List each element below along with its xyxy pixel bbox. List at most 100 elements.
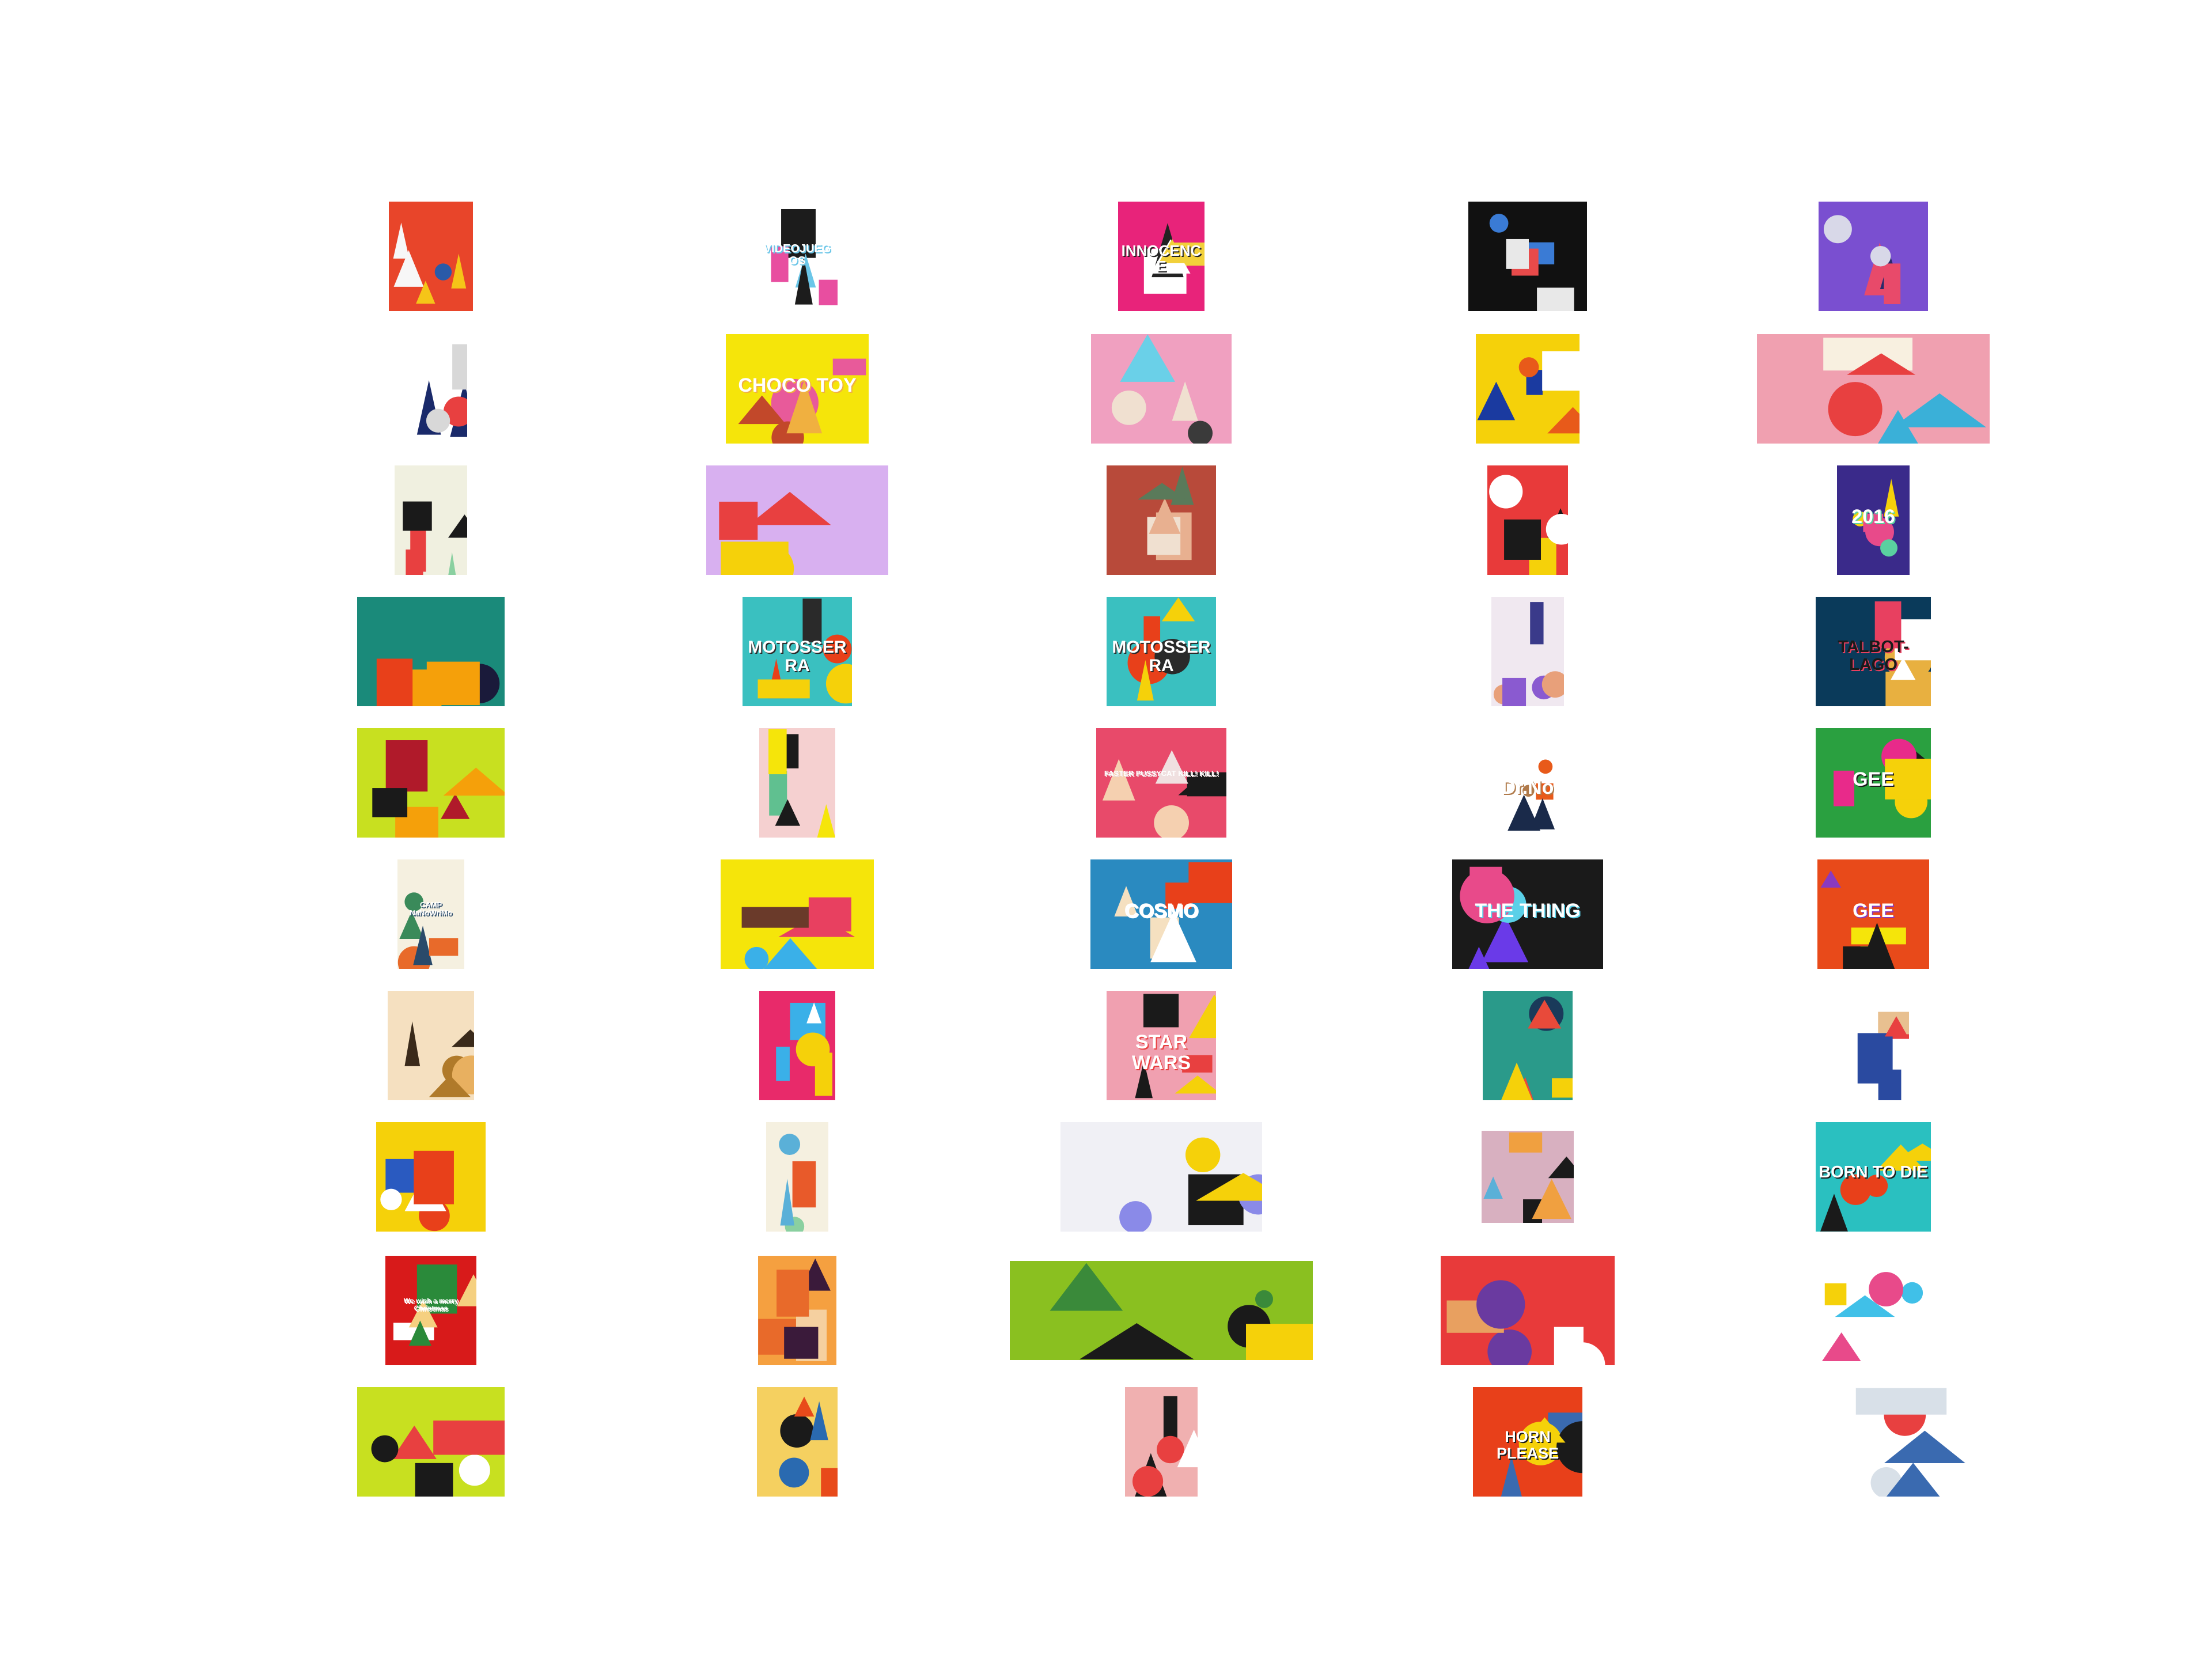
thumbnail-artwork	[1816, 1122, 1931, 1232]
thumbnail-artwork	[1494, 743, 1561, 835]
gallery-thumbnail[interactable]	[357, 1387, 505, 1497]
gallery-thumbnail[interactable]	[1468, 202, 1587, 311]
thumbnail-title: INNOCENCE	[1121, 242, 1202, 275]
thumbnail-artwork	[757, 1387, 838, 1497]
thumbnail-artwork	[1125, 1387, 1198, 1497]
thumbnail-artwork	[1837, 465, 1910, 575]
gallery-thumbnail[interactable]: We wish a merry Christmas	[385, 1256, 476, 1365]
gallery-thumbnail[interactable]	[1476, 334, 1580, 444]
gallery-thumbnail[interactable]	[1091, 334, 1232, 444]
thumbnail-artwork	[1838, 991, 1909, 1100]
gallery-thumbnail[interactable]	[395, 465, 467, 575]
thumbnail-title: MOTOSSERRA	[1112, 638, 1211, 675]
gallery-thumbnail[interactable]	[721, 859, 874, 969]
thumbnail-artwork	[766, 1122, 828, 1232]
gallery-thumbnail[interactable]	[1757, 334, 1990, 444]
gallery-thumbnail[interactable]	[1482, 1131, 1574, 1223]
thumbnail-artwork	[758, 1256, 836, 1365]
gallery-thumbnail[interactable]	[1777, 1387, 1969, 1497]
thumbnail-artwork	[376, 1122, 486, 1232]
gallery-thumbnail[interactable]	[388, 991, 474, 1100]
thumbnail-title: COSMO	[1124, 900, 1199, 922]
thumbnail-artwork	[1816, 597, 1931, 706]
thumbnail-artwork	[1010, 1261, 1313, 1360]
gallery-thumbnail[interactable]: MOTOSSERRA	[743, 597, 852, 706]
thumbnail-artwork	[357, 1387, 505, 1497]
gallery-thumbnail[interactable]: VIDEOJUEGOS	[757, 202, 838, 311]
thumbnail-artwork	[1118, 202, 1205, 311]
gallery-thumbnail[interactable]: FASTER PUSSYCAT KILL! KILL!	[1096, 728, 1226, 838]
thumbnail-title: TALBOT-LAGO	[1838, 638, 1909, 674]
thumbnail-title: GEE	[1853, 768, 1894, 791]
thumbnail-artwork	[726, 334, 869, 444]
gallery-thumbnail[interactable]	[389, 202, 473, 311]
gallery-thumbnail[interactable]: COSMO	[1090, 859, 1232, 969]
gallery-thumbnail[interactable]	[759, 991, 835, 1100]
thumbnail-artwork	[759, 991, 835, 1100]
thumbnail-title: HORN PLEASE	[1496, 1428, 1559, 1462]
thumbnail-artwork	[1107, 597, 1216, 706]
thumbnail-artwork	[1491, 597, 1564, 706]
thumbnail-artwork	[1487, 465, 1568, 575]
gallery-thumbnail[interactable]	[357, 728, 505, 838]
gallery-thumbnail[interactable]	[759, 728, 835, 838]
thumbnail-artwork	[1777, 1387, 1969, 1497]
gallery-thumbnail[interactable]	[1125, 1387, 1198, 1497]
thumbnail-artwork	[1091, 334, 1232, 444]
thumbnail-artwork	[1090, 859, 1232, 969]
thumbnail-artwork	[1817, 859, 1929, 969]
gallery-thumbnail[interactable]	[1838, 991, 1909, 1100]
thumbnail-artwork	[1452, 859, 1603, 969]
gallery-thumbnail[interactable]	[1107, 465, 1216, 575]
gallery-thumbnail[interactable]	[1010, 1261, 1313, 1360]
thumbnail-artwork	[1468, 202, 1587, 311]
gallery-thumbnail[interactable]	[706, 465, 888, 575]
gallery-thumbnail[interactable]: BORN TO DIE	[1816, 1122, 1931, 1232]
thumbnail-artwork	[1482, 1131, 1574, 1223]
thumbnail-title: MOTOSSERRA	[748, 638, 847, 675]
gallery-thumbnail[interactable]	[1491, 597, 1564, 706]
thumbnail-artwork	[1811, 1267, 1936, 1365]
gallery-thumbnail[interactable]	[1060, 1122, 1262, 1232]
gallery-thumbnail[interactable]	[1441, 1256, 1615, 1365]
gallery-thumbnail[interactable]	[1483, 991, 1573, 1100]
thumbnail-title: THE THING	[1475, 900, 1581, 922]
gallery-thumbnail[interactable]: GEE	[1817, 859, 1929, 969]
gallery-thumbnail[interactable]: CHOCO TOY	[726, 334, 869, 444]
gallery-thumbnail[interactable]: GEE	[1816, 728, 1931, 838]
gallery-thumbnail[interactable]	[376, 1122, 486, 1232]
thumbnail-artwork	[757, 202, 838, 311]
thumbnail-artwork	[357, 597, 505, 706]
thumbnail-artwork	[1096, 728, 1226, 838]
thumbnail-artwork	[743, 597, 852, 706]
gallery-thumbnail[interactable]	[766, 1122, 828, 1232]
thumbnail-artwork	[1107, 465, 1216, 575]
gallery-thumbnail[interactable]	[758, 1256, 836, 1365]
gallery-thumbnail[interactable]	[395, 334, 467, 444]
gallery-thumbnail[interactable]: HORN PLEASE	[1473, 1387, 1582, 1497]
thumbnail-artwork	[1107, 991, 1216, 1100]
thumbnail-artwork	[385, 1256, 476, 1365]
thumbnail-artwork	[706, 465, 888, 575]
gallery-thumbnail[interactable]	[1487, 465, 1568, 575]
thumbnail-title: FASTER PUSSYCAT KILL! KILL!	[1104, 769, 1219, 778]
thumbnail-artwork	[1476, 334, 1580, 444]
gallery-thumbnail[interactable]	[1811, 1267, 1936, 1365]
gallery-thumbnail[interactable]: MOTOSSERRA	[1107, 597, 1216, 706]
thumbnail-title: We wish a merry Christmas	[403, 1297, 459, 1312]
thumbnail-artwork	[1483, 991, 1573, 1100]
gallery-thumbnail[interactable]	[757, 1387, 838, 1497]
thumbnail-artwork	[1441, 1256, 1615, 1365]
gallery-thumbnail[interactable]: TALBOT-LAGO	[1816, 597, 1931, 706]
gallery-thumbnail[interactable]: Dr.No	[1494, 743, 1561, 835]
gallery-thumbnail[interactable]: THE THING	[1452, 859, 1603, 969]
gallery-thumbnail[interactable]	[357, 597, 505, 706]
gallery-thumbnail[interactable]: INNOCENCE	[1118, 202, 1205, 311]
thumbnail-artwork	[395, 465, 467, 575]
gallery-thumbnail[interactable]: CAMP NaNoWriMo	[397, 859, 464, 969]
gallery-thumbnail[interactable]: 2016	[1837, 465, 1910, 575]
gallery-thumbnail[interactable]	[1819, 202, 1928, 311]
thumbnail-artwork	[397, 859, 464, 969]
gallery-thumbnail[interactable]: STAR WARS	[1107, 991, 1216, 1100]
